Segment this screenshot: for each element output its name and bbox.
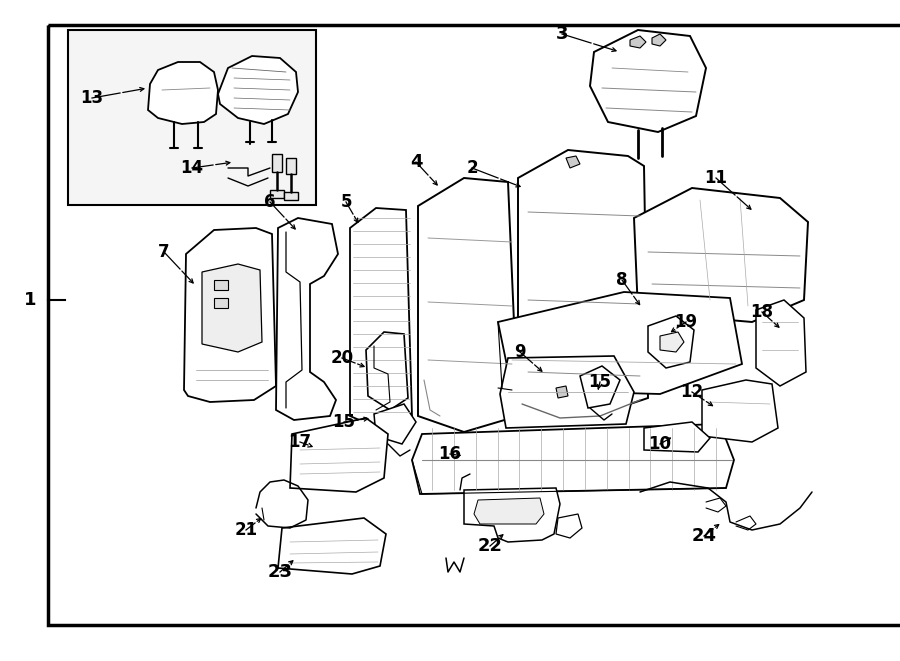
Bar: [68, 30, 316, 205]
Text: 19: 19: [674, 313, 698, 331]
Polygon shape: [566, 156, 580, 168]
Polygon shape: [652, 34, 666, 46]
Polygon shape: [634, 188, 808, 322]
Text: 3: 3: [556, 25, 568, 43]
Polygon shape: [214, 280, 228, 290]
Polygon shape: [276, 218, 338, 420]
Text: 9: 9: [514, 343, 526, 361]
Polygon shape: [272, 154, 282, 172]
Polygon shape: [290, 418, 388, 492]
Text: 4: 4: [410, 153, 422, 171]
Polygon shape: [580, 366, 620, 408]
Polygon shape: [214, 298, 228, 308]
Polygon shape: [218, 56, 298, 124]
Text: 15: 15: [589, 373, 611, 391]
Polygon shape: [556, 386, 568, 398]
Polygon shape: [184, 228, 276, 402]
Polygon shape: [148, 62, 218, 124]
Polygon shape: [284, 192, 298, 200]
Polygon shape: [644, 422, 710, 452]
Polygon shape: [474, 498, 544, 524]
Polygon shape: [202, 264, 262, 352]
Text: 17: 17: [288, 433, 311, 451]
Text: 24: 24: [691, 527, 716, 545]
Polygon shape: [660, 332, 684, 352]
Polygon shape: [756, 300, 806, 386]
Polygon shape: [418, 178, 518, 432]
Text: 5: 5: [340, 193, 352, 211]
Polygon shape: [374, 404, 416, 444]
Text: 6: 6: [265, 193, 275, 211]
Polygon shape: [270, 190, 284, 198]
Polygon shape: [500, 356, 634, 428]
Polygon shape: [498, 292, 742, 394]
Text: 18: 18: [751, 303, 773, 321]
Text: 16: 16: [438, 445, 462, 463]
Text: 1: 1: [23, 291, 36, 309]
Polygon shape: [702, 380, 778, 442]
Text: 20: 20: [330, 349, 354, 367]
Text: 15: 15: [332, 413, 356, 431]
Text: 13: 13: [80, 89, 104, 107]
Polygon shape: [648, 316, 694, 368]
Polygon shape: [350, 208, 412, 428]
Polygon shape: [590, 30, 706, 132]
Text: 8: 8: [616, 271, 628, 289]
Text: 21: 21: [234, 521, 257, 539]
Text: 2: 2: [466, 159, 478, 177]
Text: 22: 22: [478, 537, 502, 555]
Text: 12: 12: [680, 383, 704, 401]
Polygon shape: [630, 36, 646, 48]
Polygon shape: [366, 332, 408, 410]
Polygon shape: [464, 488, 560, 542]
Polygon shape: [518, 150, 648, 416]
Text: 11: 11: [705, 169, 727, 187]
Text: 10: 10: [649, 435, 671, 453]
Text: 23: 23: [267, 563, 293, 581]
Polygon shape: [286, 158, 296, 174]
Polygon shape: [278, 518, 386, 574]
Text: 7: 7: [158, 243, 170, 261]
Polygon shape: [412, 424, 734, 494]
Text: 14: 14: [180, 159, 203, 177]
Polygon shape: [556, 514, 582, 538]
